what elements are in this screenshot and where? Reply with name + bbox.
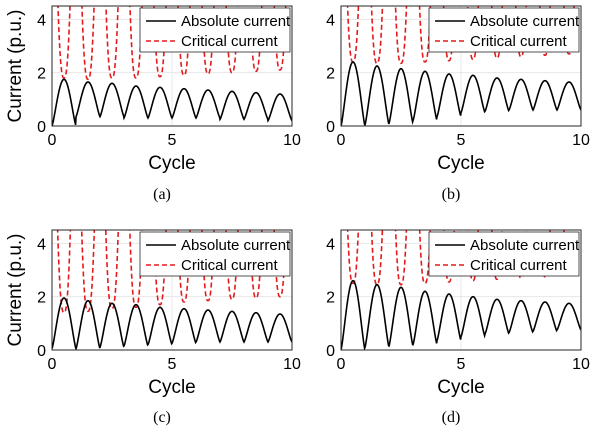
legend-label-critical: Critical current bbox=[181, 257, 279, 274]
legend-label-critical: Critical current bbox=[470, 257, 568, 274]
series-absolute-current-line bbox=[52, 297, 292, 350]
panel-a: 0 5 10 0 2 4 Cycle Current (p.u.) Absolute curre… bbox=[5, 5, 301, 203]
panel-c: 0 5 10 0 2 4 Cycle Current (p.u.) Absolute curre… bbox=[5, 229, 301, 426]
y-tick-label: 4 bbox=[326, 12, 335, 29]
series-absolute-current-line bbox=[52, 78, 292, 126]
x-axis-title: Cycle bbox=[437, 377, 485, 398]
y-tick-label: 0 bbox=[37, 119, 46, 136]
panel-caption: (c) bbox=[153, 409, 171, 426]
x-tick-label: 5 bbox=[168, 132, 177, 149]
y-tick-label: 0 bbox=[326, 119, 335, 136]
legend-box bbox=[139, 231, 291, 277]
panel-caption: (a) bbox=[153, 186, 171, 203]
x-tick-label: 10 bbox=[572, 132, 590, 149]
series-critical-current-line bbox=[346, 6, 575, 65]
y-tick-label: 4 bbox=[37, 12, 46, 29]
series-absolute-current-line bbox=[341, 61, 581, 126]
panel-caption: (b) bbox=[442, 186, 461, 203]
panel-d: 0 5 10 0 2 4 Cycle Absolute current Critical cur… bbox=[326, 229, 590, 426]
y-tick-label: 4 bbox=[37, 236, 46, 253]
legend-label-critical: Critical current bbox=[181, 33, 279, 50]
legend-box bbox=[139, 7, 291, 53]
panel-caption: (d) bbox=[442, 409, 461, 426]
x-axis-title: Cycle bbox=[148, 153, 196, 174]
x-tick-label: 10 bbox=[283, 132, 301, 149]
x-axis-title: Cycle bbox=[437, 153, 485, 174]
axes-frame bbox=[51, 5, 293, 127]
x-tick-label: 5 bbox=[168, 356, 177, 373]
axes-frame bbox=[51, 229, 293, 351]
y-tick-label: 2 bbox=[37, 66, 46, 83]
panel-b: 0 5 10 0 2 4 Cycle Absolute current Critical cur… bbox=[326, 5, 590, 203]
y-tick-label: 4 bbox=[326, 236, 335, 253]
legend-box bbox=[428, 231, 580, 277]
y-tick-label: 2 bbox=[326, 66, 335, 83]
y-axis-title: Current (p.u.) bbox=[5, 234, 26, 347]
legend-label-absolute: Absolute current bbox=[181, 13, 291, 30]
x-tick-label: 5 bbox=[457, 132, 466, 149]
legend-box bbox=[428, 7, 580, 53]
y-tick-label: 0 bbox=[37, 343, 46, 360]
y-tick-label: 2 bbox=[37, 290, 46, 307]
y-tick-label: 0 bbox=[326, 343, 335, 360]
series-absolute-current-line bbox=[341, 279, 581, 350]
y-tick-label: 2 bbox=[326, 290, 335, 307]
x-tick-label: 10 bbox=[572, 356, 590, 373]
axes-frame bbox=[340, 229, 582, 351]
legend-label-critical: Critical current bbox=[470, 33, 568, 50]
axes-frame bbox=[340, 5, 582, 127]
x-axis-title: Cycle bbox=[148, 377, 196, 398]
x-tick-label: 10 bbox=[283, 356, 301, 373]
y-axis-title: Current (p.u.) bbox=[5, 10, 26, 123]
legend-label-absolute: Absolute current bbox=[470, 237, 580, 254]
legend-label-absolute: Absolute current bbox=[470, 13, 580, 30]
x-tick-label: 0 bbox=[337, 356, 346, 373]
x-tick-label: 5 bbox=[457, 356, 466, 373]
x-tick-label: 0 bbox=[337, 132, 346, 149]
x-tick-label: 0 bbox=[48, 132, 57, 149]
legend-label-absolute: Absolute current bbox=[181, 237, 291, 254]
x-tick-label: 0 bbox=[48, 356, 57, 373]
